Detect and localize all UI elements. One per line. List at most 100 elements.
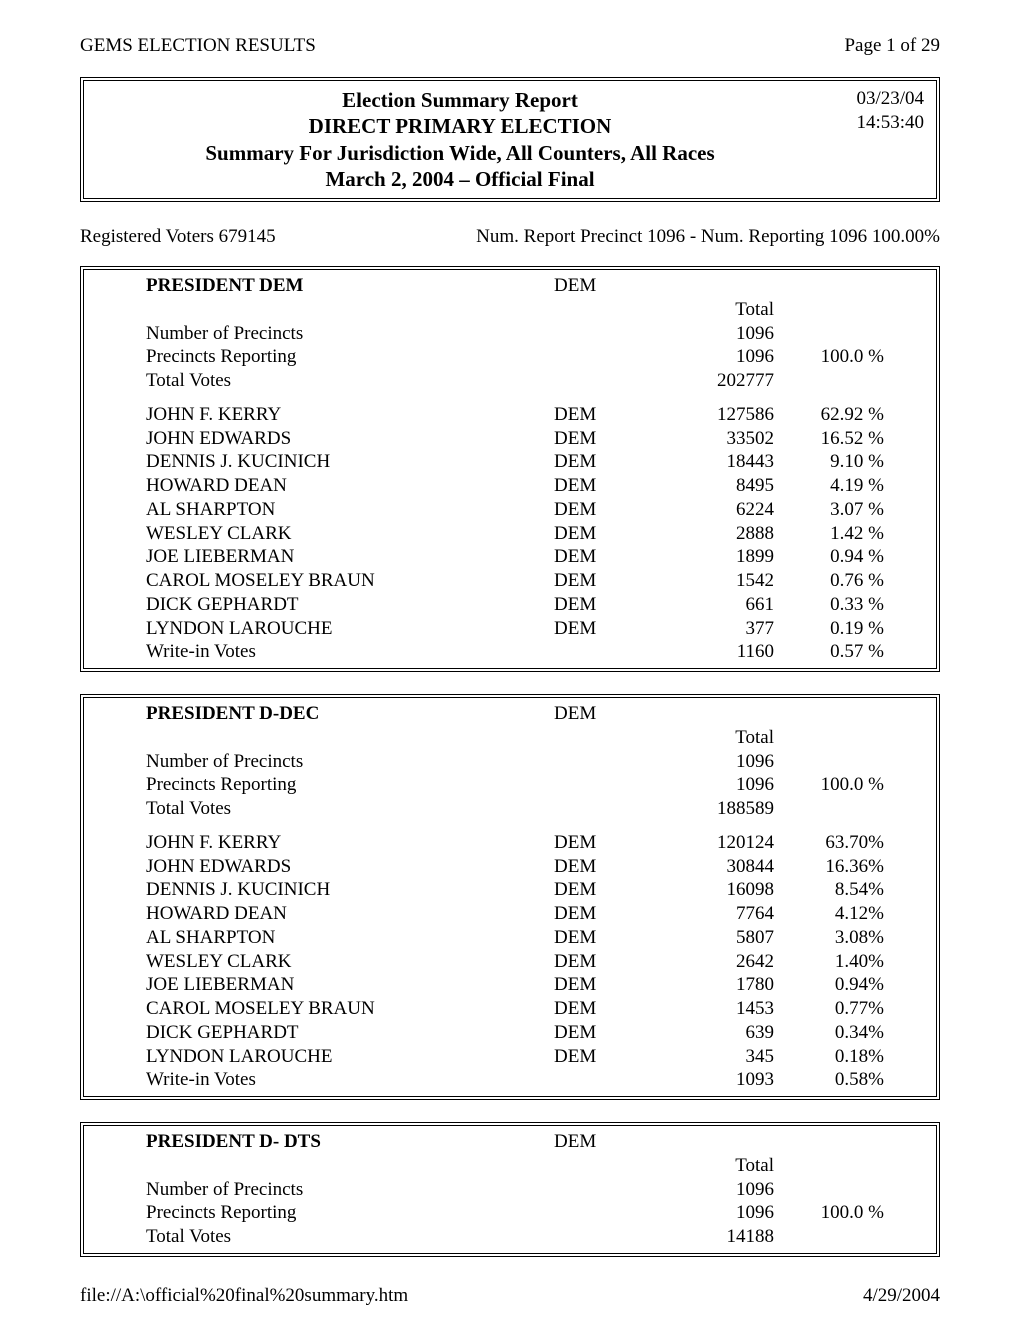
candidate-party (554, 1068, 674, 1092)
candidate-votes: 1160 (674, 640, 774, 664)
candidate-pct: 63.70% (774, 831, 924, 855)
candidate-name: LYNDON LAROUCHE (146, 1045, 554, 1069)
candidate-row: AL SHARPTONDEM58073.08% (84, 926, 924, 950)
total-header: Total (674, 1154, 774, 1178)
candidate-pct: 0.33 % (774, 593, 924, 617)
candidate-votes: 1453 (674, 997, 774, 1021)
report-date: 03/23/04 (824, 87, 924, 111)
summary-total: 1096 (674, 1201, 774, 1225)
candidate-party: DEM (554, 617, 674, 641)
candidate-row: DICK GEPHARDTDEM6610.33 % (84, 593, 924, 617)
summary-total: 1096 (674, 773, 774, 797)
race-title: PRESIDENT DEM (146, 274, 554, 298)
candidate-votes: 33502 (674, 427, 774, 451)
candidate-votes: 18443 (674, 450, 774, 474)
candidate-name: JOHN F. KERRY (146, 403, 554, 427)
candidate-name: HOWARD DEAN (146, 902, 554, 926)
title-box: Election Summary Report DIRECT PRIMARY E… (80, 77, 940, 202)
report-time: 14:53:40 (824, 111, 924, 135)
total-header-row: Total (84, 298, 924, 322)
candidate-party: DEM (554, 450, 674, 474)
summary-label: Number of Precincts (146, 322, 554, 346)
race-title: PRESIDENT D- DTS (146, 1130, 554, 1154)
candidate-row: AL SHARPTONDEM62243.07 % (84, 498, 924, 522)
summary-label: Precincts Reporting (146, 345, 554, 369)
title-line-2: DIRECT PRIMARY ELECTION (96, 113, 824, 139)
candidate-party (554, 640, 674, 664)
race-box: PRESIDENT D-DECDEMTotalNumber of Precinc… (80, 694, 940, 1100)
summary-row: Precincts Reporting1096100.0 % (84, 1201, 924, 1225)
candidate-name: DENNIS J. KUCINICH (146, 450, 554, 474)
summary-pct (774, 797, 924, 821)
candidate-row: Write-in Votes11600.57 % (84, 640, 924, 664)
title-line-1: Election Summary Report (96, 87, 824, 113)
candidate-party: DEM (554, 522, 674, 546)
candidate-pct: 16.36% (774, 855, 924, 879)
summary-pct: 100.0 % (774, 345, 924, 369)
summary-pct: 100.0 % (774, 773, 924, 797)
page-header: GEMS ELECTION RESULTS Page 1 of 29 (80, 35, 940, 57)
candidate-row: WESLEY CLARKDEM26421.40% (84, 950, 924, 974)
candidate-pct: 1.40% (774, 950, 924, 974)
candidate-row: CAROL MOSELEY BRAUNDEM14530.77% (84, 997, 924, 1021)
summary-row: Precincts Reporting 1096100.0 % (84, 345, 924, 369)
race-party-header: DEM (554, 702, 674, 726)
summary-total: 1096 (674, 345, 774, 369)
candidate-name: JOHN EDWARDS (146, 427, 554, 451)
summary-row: Total Votes202777 (84, 369, 924, 393)
candidate-name: JOHN EDWARDS (146, 855, 554, 879)
candidate-row: HOWARD DEANDEM84954.19 % (84, 474, 924, 498)
candidate-name: AL SHARPTON (146, 498, 554, 522)
candidate-party: DEM (554, 1045, 674, 1069)
candidate-row: JOHN F. KERRYDEM12758662.92 % (84, 403, 924, 427)
total-header: Total (674, 726, 774, 750)
candidate-party: DEM (554, 855, 674, 879)
race-party-header: DEM (554, 1130, 674, 1154)
candidate-name: CAROL MOSELEY BRAUN (146, 997, 554, 1021)
footer-path: file://A:\official%20final%20summary.htm (80, 1285, 408, 1307)
summary-pct (774, 322, 924, 346)
summary-label: Number of Precincts (146, 1178, 554, 1202)
candidate-party: DEM (554, 902, 674, 926)
candidate-row: JOHN EDWARDSDEM3350216.52 % (84, 427, 924, 451)
candidate-row: WESLEY CLARKDEM28881.42 % (84, 522, 924, 546)
candidate-party: DEM (554, 593, 674, 617)
summary-pct (774, 1178, 924, 1202)
summary-total: 1096 (674, 750, 774, 774)
candidate-party: DEM (554, 498, 674, 522)
registered-voters: Registered Voters 679145 (80, 226, 276, 248)
candidate-row: JOE LIEBERMANDEM17800.94% (84, 973, 924, 997)
candidate-row: DENNIS J. KUCINICHDEM160988.54% (84, 878, 924, 902)
summary-total: 1096 (674, 1178, 774, 1202)
race-party-header: DEM (554, 274, 674, 298)
report-timestamp: 03/23/04 14:53:40 (824, 87, 924, 192)
candidate-party: DEM (554, 569, 674, 593)
summary-label: Precincts Reporting (146, 1201, 554, 1225)
candidate-party: DEM (554, 997, 674, 1021)
race-title-row: PRESIDENT D-DECDEM (84, 702, 924, 726)
candidate-votes: 7764 (674, 902, 774, 926)
candidate-pct: 1.42 % (774, 522, 924, 546)
candidate-row: JOHN EDWARDSDEM3084416.36% (84, 855, 924, 879)
summary-label: Total Votes (146, 1225, 554, 1249)
summary-label: Total Votes (146, 797, 554, 821)
candidate-pct: 3.07 % (774, 498, 924, 522)
header-left: GEMS ELECTION RESULTS (80, 35, 316, 57)
candidate-votes: 8495 (674, 474, 774, 498)
candidate-votes: 6224 (674, 498, 774, 522)
candidate-name: JOE LIEBERMAN (146, 545, 554, 569)
candidate-votes: 1899 (674, 545, 774, 569)
candidate-party: DEM (554, 474, 674, 498)
race-title-row: PRESIDENT D- DTSDEM (84, 1130, 924, 1154)
candidate-name: AL SHARPTON (146, 926, 554, 950)
candidate-party: DEM (554, 403, 674, 427)
candidate-row: JOHN F. KERRYDEM12012463.70% (84, 831, 924, 855)
candidate-pct: 0.18% (774, 1045, 924, 1069)
candidate-votes: 120124 (674, 831, 774, 855)
candidate-party: DEM (554, 973, 674, 997)
candidate-votes: 2642 (674, 950, 774, 974)
candidate-votes: 1542 (674, 569, 774, 593)
summary-total: 202777 (674, 369, 774, 393)
candidate-votes: 2888 (674, 522, 774, 546)
summary-row: Number of Precincts1096 (84, 750, 924, 774)
